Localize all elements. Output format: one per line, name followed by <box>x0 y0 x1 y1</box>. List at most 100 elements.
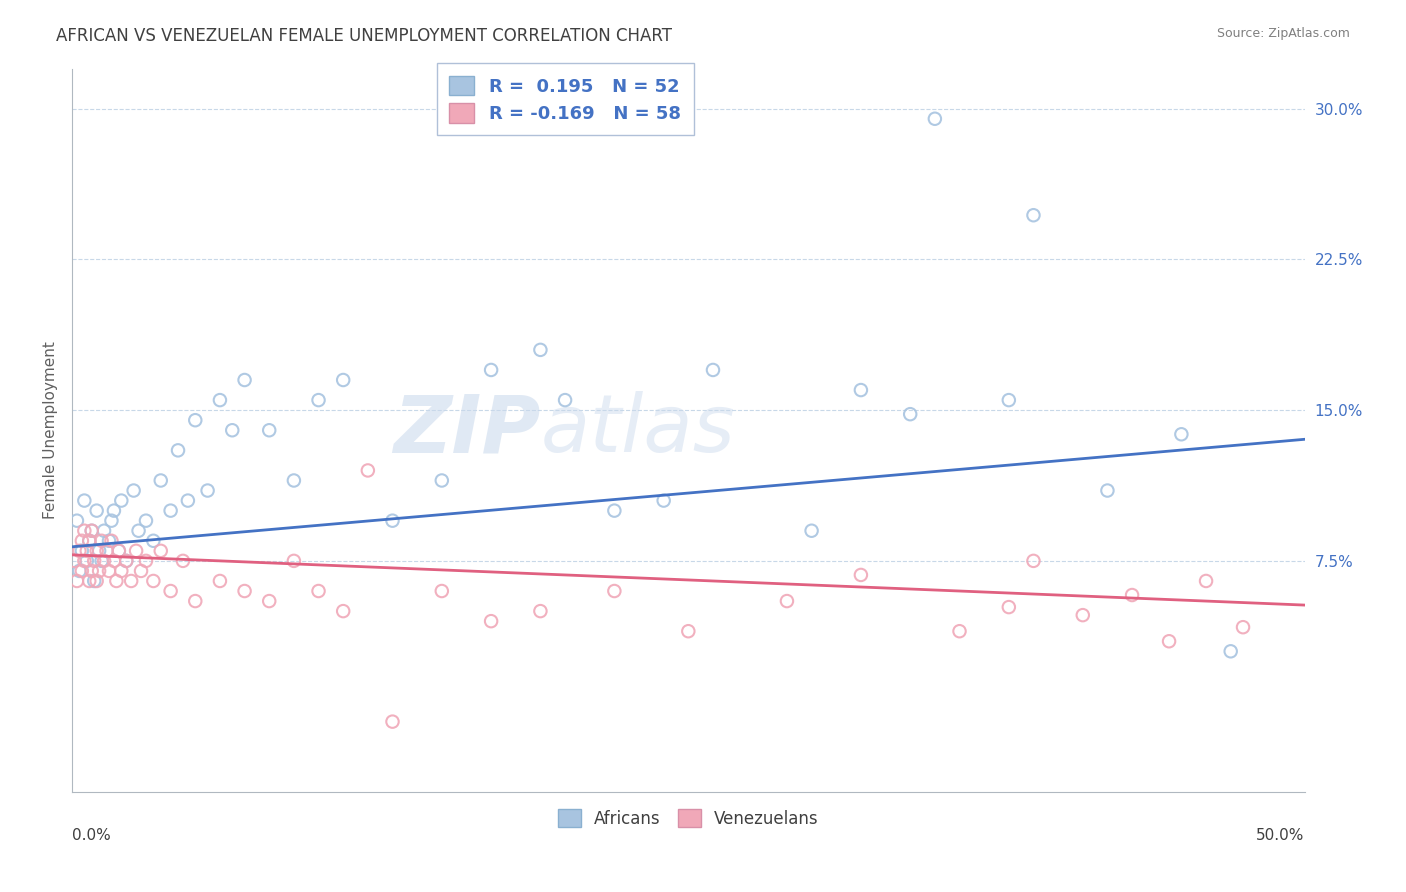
Point <box>110 564 132 578</box>
Point <box>108 544 131 558</box>
Point <box>948 624 970 639</box>
Point <box>332 604 354 618</box>
Point <box>66 514 89 528</box>
Point <box>77 574 100 588</box>
Text: ZIP: ZIP <box>394 392 540 469</box>
Point <box>167 443 190 458</box>
Point <box>283 474 305 488</box>
Point <box>357 463 380 477</box>
Point <box>149 474 172 488</box>
Point <box>924 112 946 126</box>
Point <box>149 544 172 558</box>
Point <box>208 574 231 588</box>
Point <box>1071 608 1094 623</box>
Point <box>1195 574 1218 588</box>
Point <box>98 564 121 578</box>
Point <box>898 407 921 421</box>
Point <box>479 614 502 628</box>
Point <box>100 533 122 548</box>
Point <box>849 568 872 582</box>
Point <box>430 474 453 488</box>
Point <box>122 483 145 498</box>
Point <box>67 544 90 558</box>
Point <box>73 493 96 508</box>
Point <box>67 564 90 578</box>
Point <box>177 493 200 508</box>
Point <box>1170 427 1192 442</box>
Point <box>73 524 96 538</box>
Point <box>479 363 502 377</box>
Point <box>1121 588 1143 602</box>
Point <box>221 423 243 437</box>
Point <box>103 554 125 568</box>
Point <box>70 564 93 578</box>
Point <box>125 544 148 558</box>
Point <box>142 533 165 548</box>
Point <box>332 373 354 387</box>
Point <box>776 594 799 608</box>
Point <box>529 343 551 357</box>
Point <box>233 584 256 599</box>
Point <box>800 524 823 538</box>
Point <box>70 544 93 558</box>
Point <box>110 493 132 508</box>
Point <box>1022 208 1045 222</box>
Point <box>184 594 207 608</box>
Point <box>308 584 330 599</box>
Point <box>1219 644 1241 658</box>
Point <box>120 574 142 588</box>
Point <box>129 564 152 578</box>
Text: AFRICAN VS VENEZUELAN FEMALE UNEMPLOYMENT CORRELATION CHART: AFRICAN VS VENEZUELAN FEMALE UNEMPLOYMEN… <box>56 27 672 45</box>
Point <box>80 524 103 538</box>
Legend: Africans, Venezuelans: Africans, Venezuelans <box>551 802 825 834</box>
Point <box>554 393 576 408</box>
Point <box>66 574 89 588</box>
Point <box>159 503 181 517</box>
Point <box>93 554 115 568</box>
Point <box>1097 483 1119 498</box>
Point <box>159 584 181 599</box>
Point <box>652 493 675 508</box>
Point <box>257 423 280 437</box>
Point <box>208 393 231 408</box>
Point <box>381 714 404 729</box>
Point <box>128 524 150 538</box>
Point <box>603 503 626 517</box>
Text: 50.0%: 50.0% <box>1257 828 1305 843</box>
Point <box>702 363 724 377</box>
Point <box>83 554 105 568</box>
Point <box>76 554 98 568</box>
Point <box>77 533 100 548</box>
Point <box>142 574 165 588</box>
Point <box>283 554 305 568</box>
Point <box>603 584 626 599</box>
Point <box>93 524 115 538</box>
Point <box>98 533 121 548</box>
Text: atlas: atlas <box>540 392 735 469</box>
Point <box>233 373 256 387</box>
Point <box>135 554 157 568</box>
Point <box>381 514 404 528</box>
Point <box>100 514 122 528</box>
Point <box>70 533 93 548</box>
Point <box>197 483 219 498</box>
Point <box>105 574 128 588</box>
Point <box>678 624 700 639</box>
Point <box>83 574 105 588</box>
Point <box>77 533 100 548</box>
Text: Source: ZipAtlas.com: Source: ZipAtlas.com <box>1216 27 1350 40</box>
Point <box>89 564 111 578</box>
Point <box>184 413 207 427</box>
Point <box>86 503 108 517</box>
Point <box>86 544 108 558</box>
Point <box>529 604 551 618</box>
Point <box>172 554 194 568</box>
Point <box>308 393 330 408</box>
Y-axis label: Female Unemployment: Female Unemployment <box>44 342 58 519</box>
Point <box>115 554 138 568</box>
Point <box>430 584 453 599</box>
Point <box>103 503 125 517</box>
Point <box>1157 634 1180 648</box>
Point <box>849 383 872 397</box>
Point <box>90 533 112 548</box>
